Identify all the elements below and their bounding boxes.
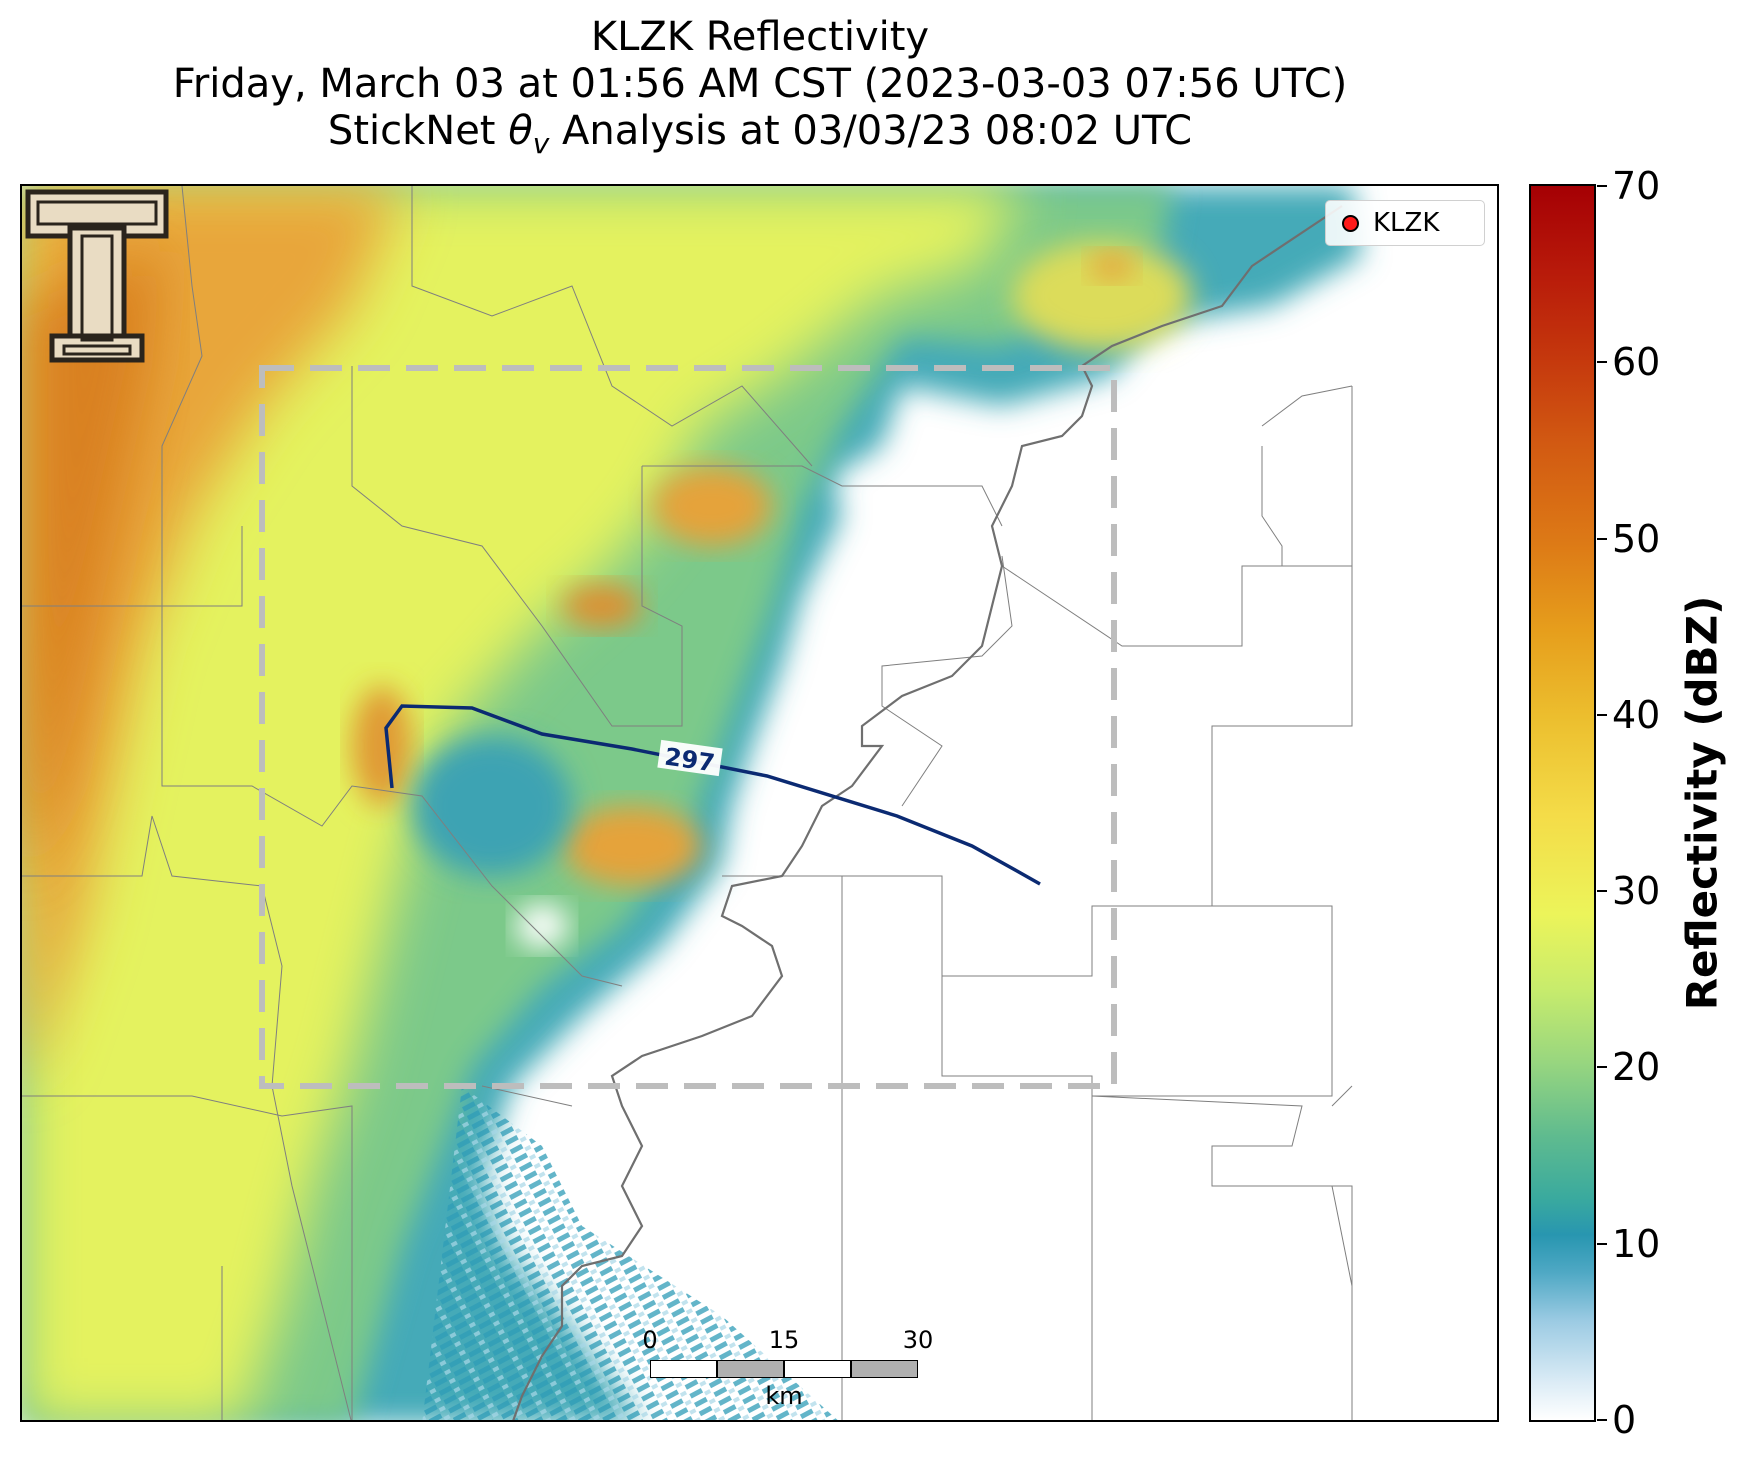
legend-label: KLZK [1373,208,1440,238]
theta-v-contour [384,704,1041,886]
colorbar-tick-60 [1597,361,1607,364]
title-line-2: Friday, March 03 at 01:56 AM CST (2023-0… [172,61,1348,107]
county-line-9 [881,555,1013,807]
colorbar-tick-30 [1597,890,1607,893]
county-line-8 [1001,565,1352,647]
scale-segment-2 [717,1360,784,1378]
county-line-3 [161,526,623,987]
colorbar-tick-70 [1597,185,1607,187]
radar-site-marker-icon [1342,214,1359,232]
echo-cell-3 [352,686,412,806]
echo-cell-6 [1090,252,1134,280]
contour-label-bg [657,739,723,777]
echo-cell-5 [1012,241,1192,351]
legend: KLZK [1325,200,1485,246]
county-line-11 [942,386,1353,977]
county-line-13 [1091,1095,1353,1420]
reflectivity-echoes [22,186,1362,1420]
scale-segment-1 [650,1360,717,1378]
scale-tick-0: 0 [642,1326,658,1354]
colorbar-tick-label-30: 30 [1612,869,1661,914]
colorbar-tick-0 [1597,1419,1607,1421]
county-line-15 [1331,1085,1353,1287]
county-line-6 [22,1095,353,1420]
county-line-14 [1261,385,1353,566]
title-line-3-suffix: Analysis at 03/03/23 08:02 UTC [549,108,1193,154]
colorbar-tick-label-0: 0 [1612,1398,1637,1442]
colorbar-tick-label-20: 20 [1612,1045,1661,1090]
colorbar-tick-40 [1597,713,1607,716]
colorbar-tick-label-50: 50 [1612,516,1661,561]
county-line-7 [642,465,1003,527]
colorbar-tick-label-70: 70 [1612,164,1661,208]
title-line-1: KLZK Reflectivity [590,14,930,60]
echo-band-red [22,246,162,886]
county-line-16 [841,876,943,1420]
county-line-4 [351,366,683,727]
radar-map: 297 KLZK 0 15 30 km [20,184,1499,1422]
echo-cell-1 [652,466,772,546]
echo-core-yellow [22,186,1022,1420]
analysis-domain-box [259,365,1117,1089]
state-border-river [512,205,1343,1420]
radar-map-canvas: 297 [22,186,1362,1420]
colorbar-tick-10 [1597,1242,1607,1245]
colorbar-tick-label-40: 40 [1612,692,1661,737]
theta-symbol: θ [508,108,533,154]
echo-cell-2 [562,584,642,628]
county-line-17 [221,1085,573,1420]
colorbar-title: Reflectivity (dBZ) [1677,595,1727,1011]
county-line-10 [722,875,1093,1420]
scale-tick-15: 15 [768,1326,800,1354]
double-t-logo-icon [25,189,169,363]
county-lines [22,186,1353,1420]
county-line-2 [411,186,813,467]
scale-unit: km [765,1382,803,1410]
contour-label: 297 [663,743,717,778]
echo-speckle [422,1086,838,1420]
title-line-3: StickNet θv Analysis at 03/03/23 08:02 U… [0,108,1520,167]
colorbar-tick-50 [1597,537,1607,540]
county-line-12 [1092,905,1333,1097]
scale-segment-3 [784,1360,851,1378]
echo-gap [516,904,568,948]
map-title: KLZK Reflectivity Friday, March 03 at 01… [0,14,1520,167]
colorbar [1529,184,1596,1422]
echo-low-pocket [412,736,572,876]
colorbar-tick-label-10: 10 [1612,1221,1661,1266]
colorbar-tick-20 [1597,1066,1607,1069]
scalebar: 0 15 30 km [622,1326,933,1416]
scale-tick-30: 30 [902,1326,934,1354]
theta-subscript: v [532,127,550,160]
colorbar-tick-label-60: 60 [1612,340,1661,385]
title-line-3-prefix: StickNet [327,108,509,154]
echo-cell-4 [562,806,702,886]
scale-segment-4 [851,1360,918,1378]
county-line-1 [22,186,203,607]
